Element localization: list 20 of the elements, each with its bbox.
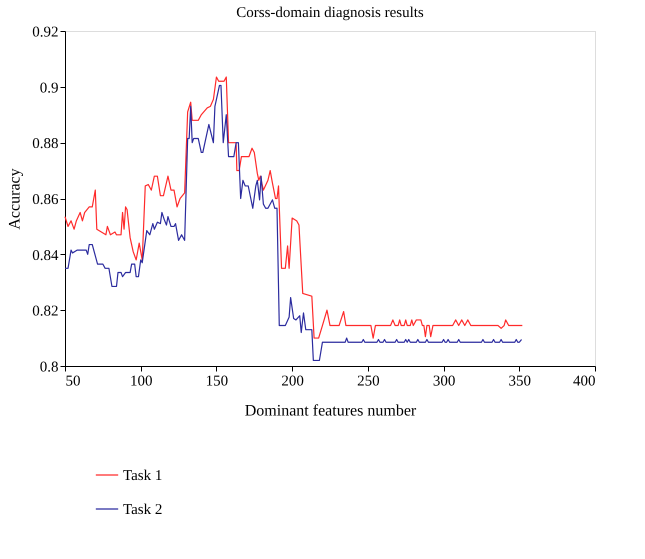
- x-tick-label: 150: [206, 374, 228, 390]
- y-tick-label: 0.8: [40, 360, 58, 376]
- x-tick-label: 400: [573, 374, 596, 390]
- x-axis-title: Dominant features number: [244, 402, 417, 420]
- legend-label: Task 2: [123, 502, 162, 518]
- x-tick-label: 300: [432, 374, 456, 390]
- y-tick-label: 0.9: [40, 80, 58, 96]
- y-tick-label: 0.92: [32, 24, 58, 40]
- chart-title: Corss-domain diagnosis results: [236, 5, 424, 21]
- x-tick-label: 50: [66, 374, 80, 390]
- x-tick-label: 350: [508, 374, 532, 390]
- y-tick-label: 0.82: [32, 304, 58, 320]
- y-tick-label: 0.84: [32, 248, 59, 264]
- x-tick-label: 100: [130, 374, 152, 390]
- x-tick-label: 250: [357, 374, 380, 390]
- y-tick-label: 0.86: [32, 192, 59, 208]
- y-tick-label: 0.88: [32, 136, 58, 152]
- x-tick-label: 200: [281, 374, 304, 390]
- legend-label: Task 1: [123, 468, 162, 484]
- y-axis-title: Accuracy: [6, 168, 24, 230]
